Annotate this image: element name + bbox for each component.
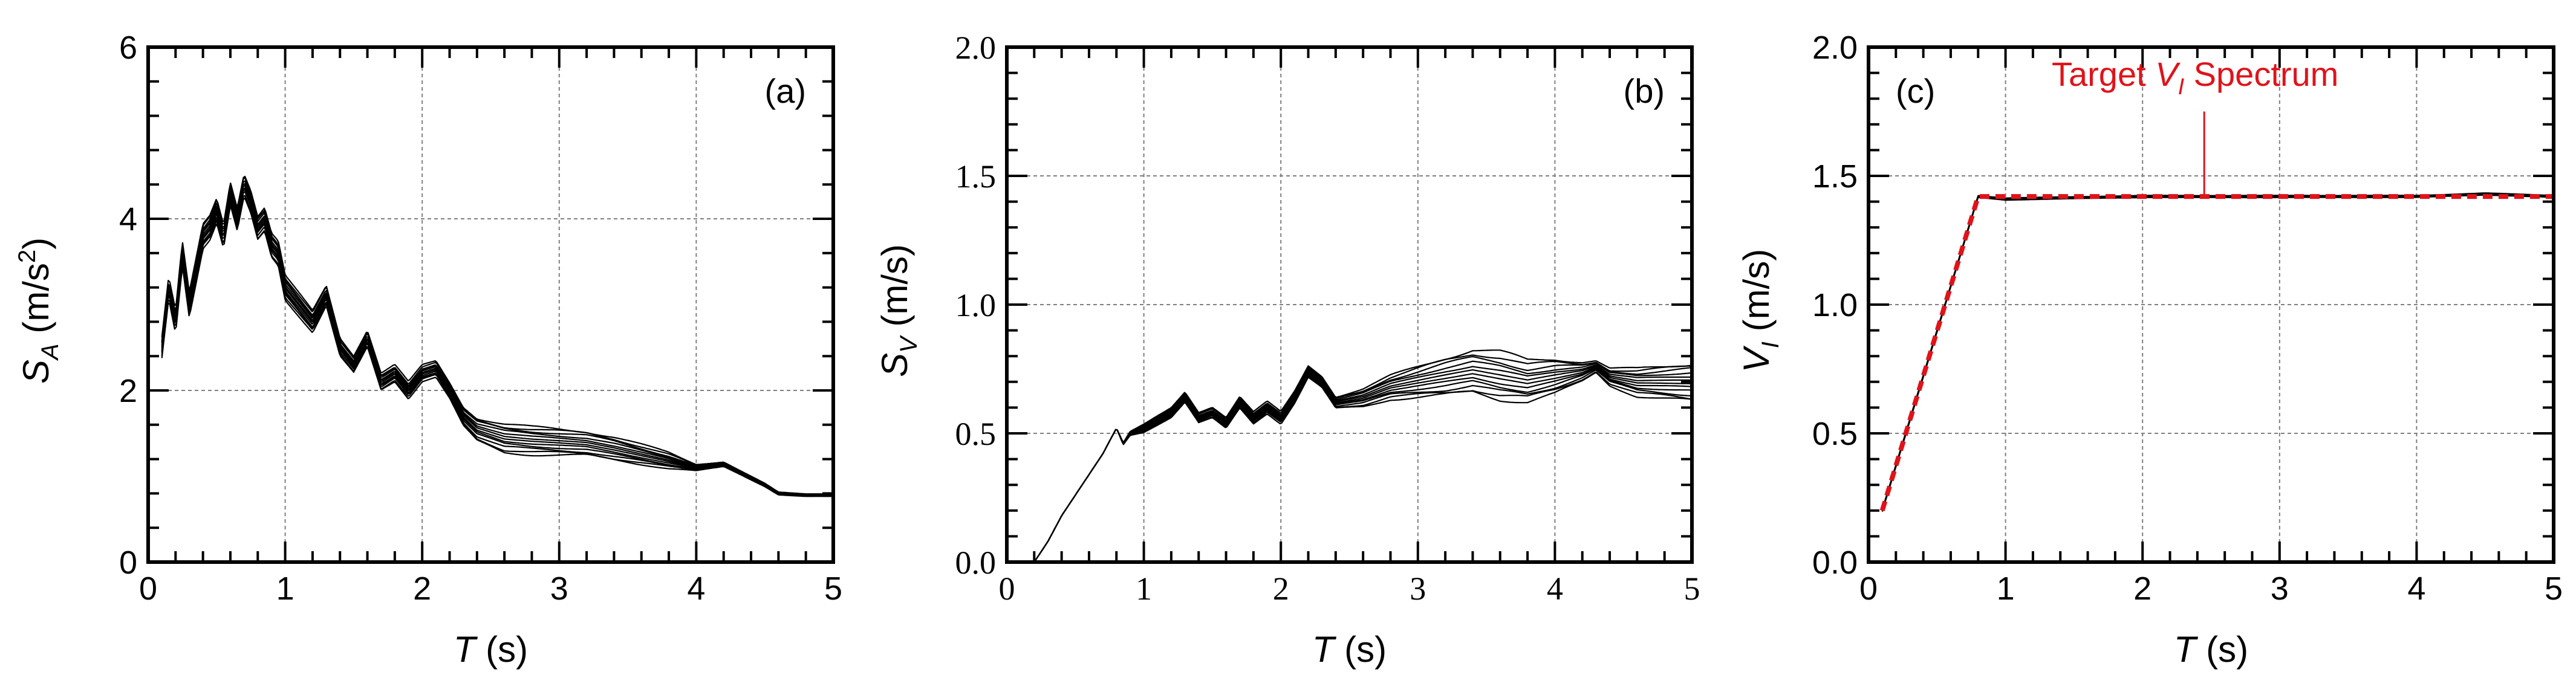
series-line (1881, 192, 2554, 510)
x-axis-label-var: T (1312, 629, 1337, 670)
series-line (1881, 193, 2554, 511)
series-line (1033, 349, 1693, 563)
y-axis-label-var: S (874, 353, 915, 377)
y-axis-label-sub: A (37, 343, 63, 361)
x-axis-label-var: T (454, 629, 478, 670)
y-axis-label: SA (m/s2) (14, 238, 63, 384)
series-line (1033, 364, 1692, 563)
x-tick-label: 0 (1859, 571, 1878, 607)
series-line (1033, 365, 1692, 563)
series-line (1881, 193, 2554, 511)
y-tick-label: 6 (119, 30, 137, 66)
x-tick-label: 3 (550, 571, 568, 607)
target-label-prefix: Target (2052, 55, 2155, 93)
panel-label: (b) (1624, 72, 1665, 110)
y-axis-label-sub: I (1757, 341, 1784, 348)
y-tick-label: 1.0 (955, 287, 997, 323)
x-tick-label: 1 (276, 571, 294, 607)
y-tick-label: 0.0 (955, 545, 997, 581)
y-tick-label: 1.5 (955, 158, 997, 195)
series-line (161, 195, 833, 497)
x-axis-label-var: T (2174, 629, 2199, 670)
x-axis-label: T (s) (454, 629, 528, 670)
y-axis-label-close: ) (16, 238, 56, 250)
target-label: Target VI Spectrum (2052, 55, 2338, 100)
series-line (1033, 369, 1693, 563)
y-axis-label-unit: (m/s) (1736, 249, 1777, 341)
x-tick-label: 2 (2133, 571, 2152, 607)
y-axis-label: VI (m/s) (1736, 249, 1784, 372)
x-tick-label: 4 (687, 571, 705, 607)
y-tick-label: 0.5 (1812, 416, 1858, 452)
y-tick-label: 1.0 (1812, 287, 1858, 323)
plot-frame (146, 45, 835, 564)
x-axis-label: T (s) (1312, 629, 1387, 670)
x-axis-label-unit: (s) (476, 629, 529, 670)
series-line (161, 197, 834, 497)
target-label-sub: I (2178, 74, 2185, 100)
series-line (161, 198, 833, 497)
series-line (1033, 354, 1692, 563)
panel-label: (a) (765, 72, 806, 110)
y-axis-label-unit: (m/s (16, 263, 56, 343)
x-axis-label-unit: (s) (2196, 629, 2249, 670)
target-spectrum-line (1879, 194, 2554, 511)
x-tick-label: 1 (1136, 571, 1152, 607)
x-tick-label: 5 (2545, 571, 2563, 607)
y-axis-label-var: V (1736, 345, 1777, 372)
x-axis-label-unit: (s) (1335, 629, 1387, 670)
y-tick-label: 0 (119, 545, 137, 581)
x-tick-label: 2 (1273, 571, 1289, 607)
y-axis-label: SV (m/s) (874, 244, 922, 377)
y-axis-label-sup: 2 (14, 250, 41, 263)
y-tick-label: 2 (119, 373, 137, 409)
x-tick-label: 3 (1410, 571, 1426, 607)
x-tick-label: 5 (824, 571, 842, 607)
x-tick-label: 4 (2407, 571, 2425, 607)
series-line (161, 175, 833, 495)
x-axis-label: T (s) (2174, 629, 2248, 670)
y-tick-label: 2.0 (955, 30, 997, 66)
plot-frame (1005, 45, 1694, 564)
series-line (1033, 355, 1693, 563)
y-tick-label: 2.0 (1812, 30, 1858, 66)
x-tick-label: 3 (2271, 571, 2289, 607)
y-axis-label-unit: (m/s) (874, 244, 915, 337)
plot-frame (1867, 45, 2555, 564)
target-label-var: V (2155, 55, 2181, 93)
y-tick-label: 4 (119, 201, 137, 238)
y-tick-label: 0.0 (1812, 545, 1858, 581)
series-line (161, 191, 833, 497)
y-tick-label: 1.5 (1812, 158, 1858, 195)
panel-label: (c) (1896, 72, 1935, 110)
x-tick-label: 2 (413, 571, 431, 607)
x-tick-label: 1 (1997, 571, 2015, 607)
y-axis-label-sub: V (896, 335, 922, 353)
x-tick-label: 0 (139, 571, 157, 607)
x-tick-label: 5 (1684, 571, 1700, 607)
series-line (1881, 194, 2554, 512)
y-axis-label-var: S (16, 360, 56, 384)
x-tick-label: 0 (999, 571, 1015, 607)
y-tick-label: 0.5 (955, 416, 997, 452)
series-line (1033, 371, 1693, 563)
target-label-suffix: Spectrum (2184, 55, 2338, 93)
x-tick-label: 4 (1547, 571, 1563, 607)
chart-panel-b: 0 1 2 3 4 5 0.0 0.5 1.0 1.5 2.0 (b) T (s) SV (m/s) (874, 30, 1700, 670)
series-line (1033, 367, 1693, 563)
